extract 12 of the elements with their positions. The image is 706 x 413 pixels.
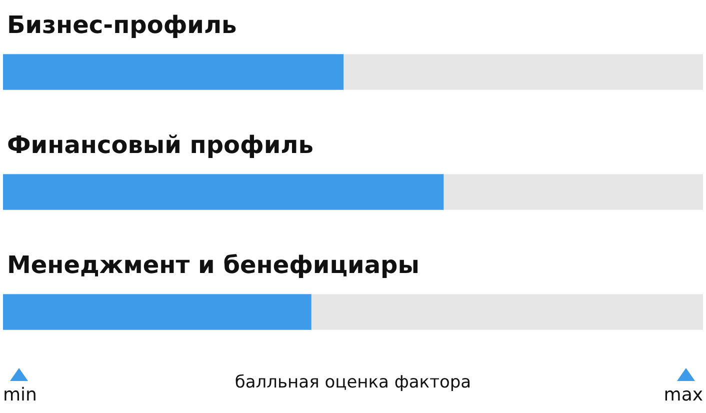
bar [3, 294, 312, 330]
y-tick-label: Бизнес-профиль [7, 11, 237, 40]
bar [342, 54, 703, 90]
bar [310, 294, 703, 330]
text: max [664, 384, 704, 406]
y-tick-label: Финансовый профиль [7, 131, 314, 160]
y-tick-label: Менеджмент и бенефициары [7, 251, 420, 280]
x-axis-title: балльная оценка фактора [234, 372, 472, 392]
text: min [3, 384, 37, 406]
bar [442, 174, 703, 210]
bar [3, 174, 444, 210]
bar [3, 54, 344, 90]
